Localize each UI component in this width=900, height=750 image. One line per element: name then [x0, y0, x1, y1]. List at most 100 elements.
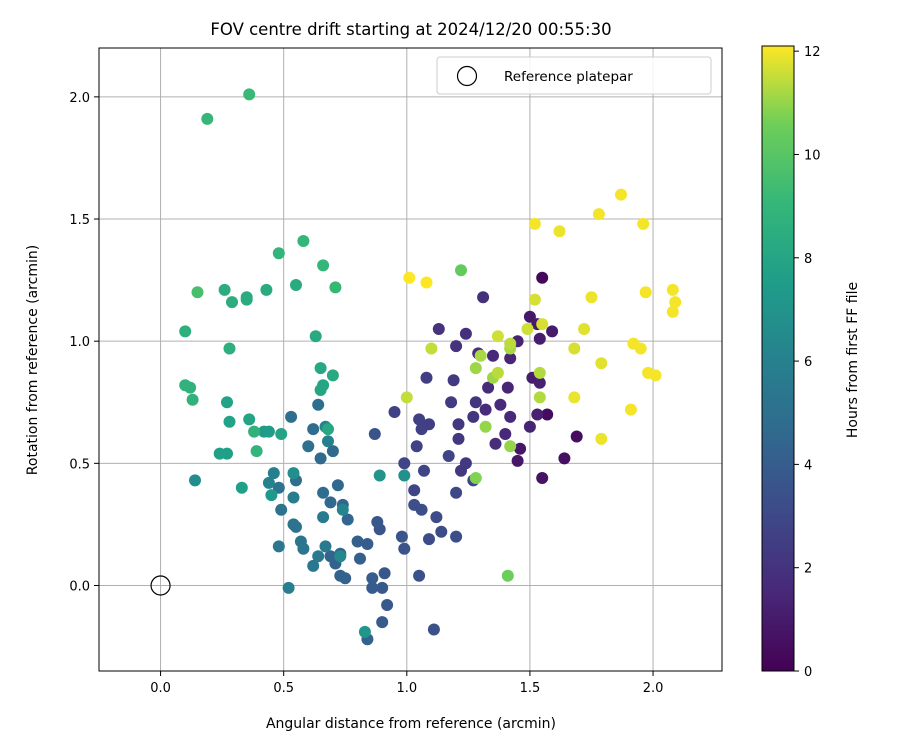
- data-point: [221, 447, 233, 460]
- colorbar-tick-label: 0: [804, 665, 812, 680]
- y-tick-label: 1.0: [69, 335, 90, 350]
- data-point: [317, 511, 330, 524]
- data-point: [536, 472, 549, 484]
- data-point: [474, 349, 487, 362]
- data-point: [491, 366, 504, 379]
- data-point: [450, 340, 463, 353]
- data-point: [186, 393, 199, 406]
- x-tick-label: 0.5: [273, 681, 294, 696]
- chart-title: FOV centre drift starting at 2024/12/20 …: [210, 20, 611, 39]
- data-point: [331, 479, 344, 492]
- data-point: [267, 467, 280, 480]
- data-point: [282, 581, 295, 594]
- colorbar-ticks: 0 2 4 6 8 10 12: [794, 45, 821, 680]
- data-point: [531, 408, 544, 421]
- data-point: [504, 410, 517, 423]
- plot-frame: [98, 47, 723, 672]
- data-point: [489, 437, 502, 450]
- data-point: [669, 296, 682, 309]
- data-point: [307, 559, 320, 572]
- data-point: [521, 323, 534, 335]
- data-point: [568, 342, 581, 355]
- y-tick-label: 0.5: [69, 457, 90, 472]
- data-point: [381, 599, 394, 611]
- data-point: [459, 327, 472, 340]
- data-point: [504, 440, 517, 453]
- data-point: [413, 569, 426, 582]
- data-point: [403, 271, 416, 284]
- colorbar-gradient: [761, 45, 795, 672]
- data-point: [376, 581, 389, 594]
- reference-platepar-marker: [150, 575, 171, 596]
- data-point: [445, 396, 458, 409]
- colorbar-tick-label: 6: [804, 355, 812, 370]
- data-point: [388, 406, 401, 418]
- data-point: [191, 286, 204, 299]
- data-point: [297, 235, 310, 247]
- data-point: [317, 486, 330, 499]
- data-point: [275, 503, 288, 516]
- x-axis-label: Angular distance from reference (arcmin): [266, 716, 556, 732]
- data-point: [514, 442, 527, 455]
- data-point: [262, 425, 275, 438]
- data-point: [413, 413, 426, 426]
- data-point: [595, 432, 608, 445]
- data-point: [408, 498, 421, 511]
- legend-label-reference: Reference platepar: [504, 69, 633, 85]
- data-point: [435, 525, 448, 538]
- data-point: [400, 391, 413, 404]
- data-point: [570, 430, 583, 443]
- x-tick-label: 2.0: [643, 681, 664, 696]
- colorbar-tick-label: 4: [804, 458, 812, 473]
- data-point: [447, 374, 460, 387]
- data-point: [361, 538, 374, 550]
- data-point: [314, 452, 327, 465]
- y-tick-label: 0.0: [69, 579, 90, 594]
- data-point: [420, 371, 433, 384]
- data-point: [314, 362, 327, 375]
- data-point: [366, 572, 379, 585]
- data-point: [398, 469, 411, 482]
- data-point: [290, 279, 302, 291]
- data-point: [504, 337, 517, 350]
- data-point: [501, 381, 514, 394]
- data-point: [459, 457, 472, 470]
- data-point: [272, 481, 285, 494]
- data-point: [479, 420, 492, 433]
- x-tick-label: 0.0: [150, 681, 171, 696]
- data-point: [398, 457, 411, 470]
- legend: Reference platepar: [436, 56, 712, 95]
- colorbar-tick-label: 10: [804, 148, 821, 163]
- data-point: [528, 217, 541, 230]
- data-point: [533, 391, 546, 404]
- data-point: [324, 550, 337, 563]
- x-tick-label: 1.5: [520, 681, 541, 696]
- data-point: [523, 420, 536, 433]
- data-point: [366, 581, 379, 594]
- y-axis-label: Rotation from reference (arcmin): [25, 245, 41, 475]
- data-point: [430, 511, 443, 524]
- data-point: [243, 88, 256, 101]
- data-point: [639, 286, 652, 299]
- data-point: [523, 310, 536, 323]
- data-point: [248, 425, 261, 438]
- data-point: [499, 428, 512, 440]
- data-point: [312, 550, 325, 563]
- data-point: [398, 542, 411, 555]
- data-point: [317, 259, 330, 272]
- data-point: [334, 550, 347, 563]
- data-point: [326, 445, 339, 458]
- y-axis-ticks: 0.0 0.5 1.0 1.5 2.0: [69, 91, 99, 594]
- reference-platepar-point: [150, 575, 171, 596]
- data-point: [272, 540, 285, 553]
- data-point: [322, 423, 334, 436]
- data-point: [319, 540, 332, 553]
- data-point: [262, 476, 275, 489]
- data-point: [395, 530, 408, 543]
- data-point: [482, 381, 495, 394]
- data-point: [408, 484, 421, 497]
- data-point: [504, 352, 517, 365]
- data-point: [666, 283, 679, 296]
- data-point: [260, 283, 273, 296]
